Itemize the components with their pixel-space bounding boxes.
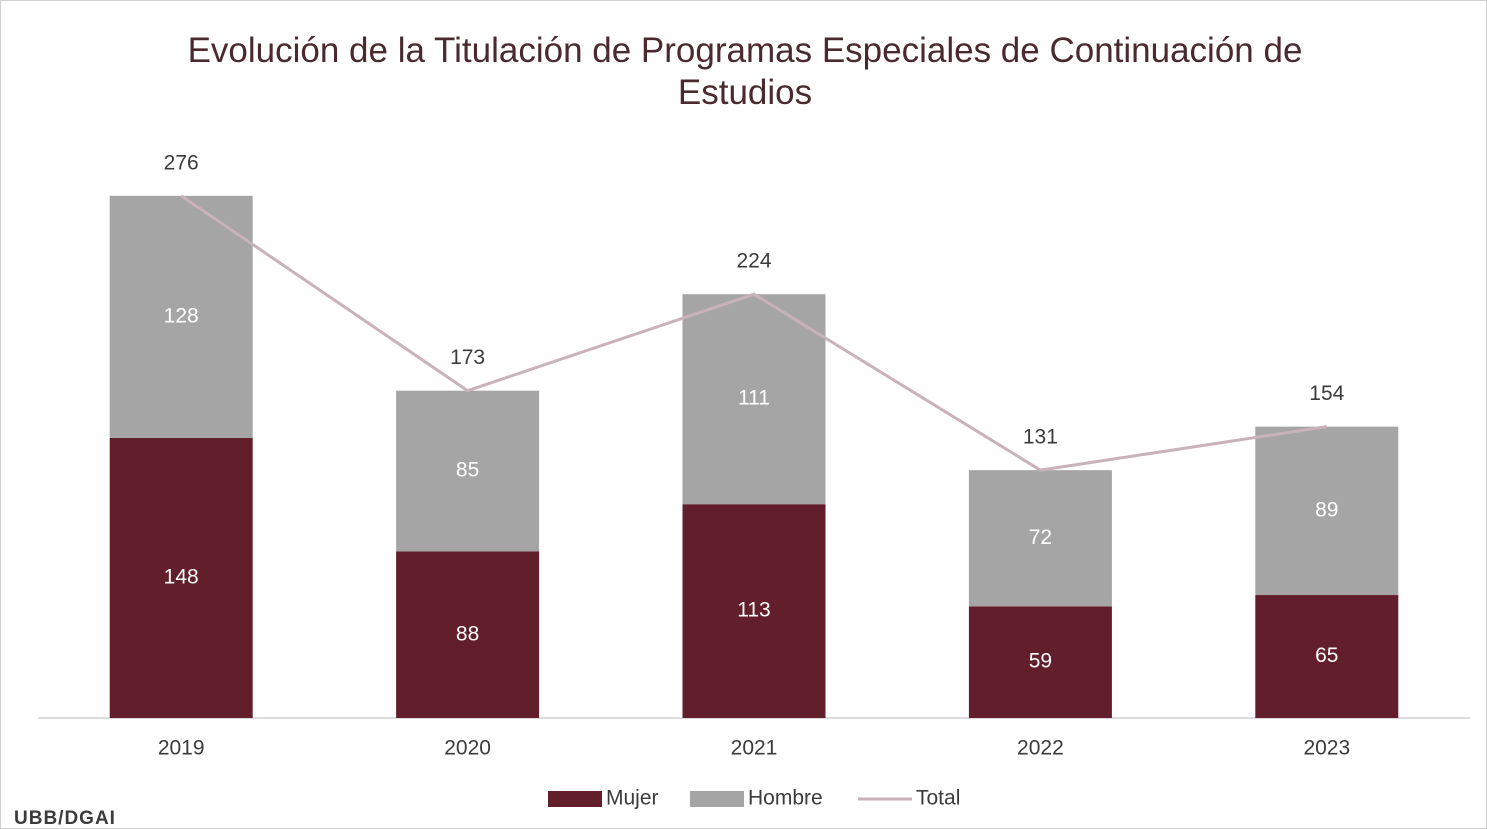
legend-swatch [690, 791, 744, 807]
data-label: 85 [456, 459, 479, 482]
x-tick-label: 2021 [731, 737, 778, 760]
bar-segment [1255, 426, 1399, 596]
legend-label: Hombre [748, 787, 823, 810]
bar-segment [396, 551, 540, 718]
bar-segment [968, 470, 1112, 607]
bar-segment [682, 504, 826, 718]
legend-label: Total [916, 787, 960, 810]
data-label: 59 [1029, 650, 1052, 673]
data-label: 65 [1315, 644, 1338, 667]
bar-segment [109, 437, 253, 718]
bar-segment [968, 606, 1112, 718]
total-label: 131 [1023, 426, 1058, 449]
total-label: 276 [164, 151, 199, 174]
data-label: 128 [164, 304, 199, 327]
x-tick-label: 2023 [1303, 737, 1350, 760]
x-tick-label: 2022 [1017, 737, 1064, 760]
bar-segment [1255, 595, 1399, 718]
bar-segment [682, 294, 826, 505]
data-label: 88 [456, 622, 479, 645]
data-label: 111 [738, 387, 770, 410]
footer: UBB/DGAI [14, 808, 116, 829]
data-label: 89 [1315, 498, 1338, 521]
bar-segment [109, 195, 253, 438]
data-label: 113 [737, 599, 770, 622]
data-label: 72 [1029, 526, 1052, 549]
chart-title: Evolución de la Titulación de Programas … [187, 31, 1303, 112]
data-label: 148 [164, 566, 199, 589]
legend-swatch [548, 791, 602, 807]
x-tick-label: 2020 [444, 737, 491, 760]
x-tick-label: 2019 [158, 737, 205, 760]
total-label: 173 [450, 346, 485, 369]
legend-label: Mujer [606, 787, 659, 810]
bar-segment [396, 390, 540, 552]
total-label: 154 [1309, 382, 1344, 405]
total-line [180, 194, 1328, 472]
total-label: 224 [736, 250, 771, 273]
